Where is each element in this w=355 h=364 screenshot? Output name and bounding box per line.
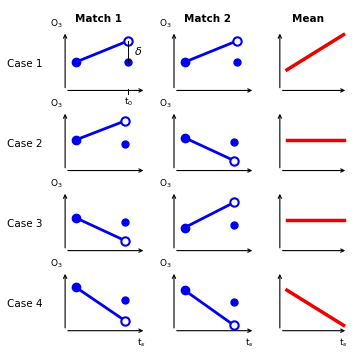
- Text: Case 1: Case 1: [7, 59, 43, 69]
- Text: Case 2: Case 2: [7, 139, 43, 149]
- Text: t$_s$: t$_s$: [245, 336, 254, 349]
- Text: Mean: Mean: [292, 14, 324, 24]
- Text: t$_s$: t$_s$: [137, 336, 145, 349]
- Text: Match 2: Match 2: [184, 14, 231, 24]
- Text: Match 1: Match 1: [75, 14, 122, 24]
- Text: O$_3$: O$_3$: [50, 258, 63, 270]
- Text: O$_3$: O$_3$: [159, 178, 172, 190]
- Text: O$_3$: O$_3$: [50, 178, 63, 190]
- Text: t$_s$: t$_s$: [339, 336, 348, 349]
- Text: Case 3: Case 3: [7, 219, 43, 229]
- Text: $\delta$: $\delta$: [133, 46, 142, 58]
- Text: O$_3$: O$_3$: [159, 98, 172, 110]
- Text: Case 4: Case 4: [7, 299, 43, 309]
- Text: O$_3$: O$_3$: [50, 17, 63, 30]
- Text: t$_0$: t$_0$: [124, 96, 133, 108]
- Text: O$_3$: O$_3$: [159, 17, 172, 30]
- Text: O$_3$: O$_3$: [50, 98, 63, 110]
- Text: O$_3$: O$_3$: [159, 258, 172, 270]
